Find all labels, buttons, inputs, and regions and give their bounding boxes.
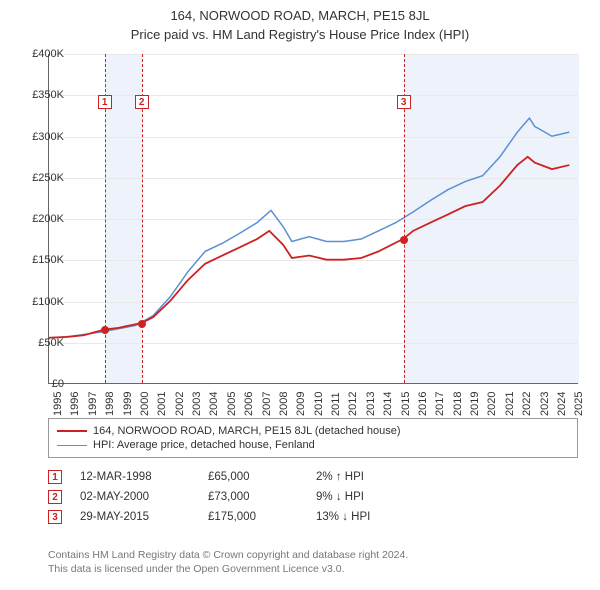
xtick-label: 2021 [504, 392, 516, 416]
sale-row-1: 1 12-MAR-1998 £65,000 2% ↑ HPI [48, 470, 578, 484]
xtick-label: 2011 [330, 392, 342, 416]
sale-price: £175,000 [208, 511, 298, 523]
sale-date: 29-MAY-2015 [80, 511, 190, 523]
xtick-label: 2008 [278, 392, 290, 416]
xtick-label: 2005 [226, 392, 238, 416]
xtick-label: 2010 [313, 392, 325, 416]
footer-attribution: Contains HM Land Registry data © Crown c… [48, 548, 578, 576]
ytick-label: £250K [32, 172, 64, 184]
sale-point-3 [400, 236, 408, 244]
ytick-label: £0 [52, 378, 64, 390]
xtick-label: 2015 [400, 392, 412, 416]
sale-price: £65,000 [208, 471, 298, 483]
xtick-label: 2000 [139, 392, 151, 416]
xtick-label: 1996 [69, 392, 81, 416]
xtick-label: 2004 [208, 392, 220, 416]
chart-title: 164, NORWOOD ROAD, MARCH, PE15 8JL [0, 0, 600, 23]
sale-diff: 9% ↓ HPI [316, 491, 436, 503]
xtick-label: 2014 [382, 392, 394, 416]
sale-tag: 1 [48, 470, 62, 484]
footer-line-2: This data is licensed under the Open Gov… [48, 562, 578, 576]
ytick-label: £200K [32, 213, 64, 225]
marker-tag-2: 2 [135, 95, 149, 109]
xtick-label: 2017 [434, 392, 446, 416]
ytick-label: £50K [38, 337, 64, 349]
xtick-label: 2003 [191, 392, 203, 416]
sale-price: £73,000 [208, 491, 298, 503]
xtick-label: 2001 [156, 392, 168, 416]
sales-table: 1 12-MAR-1998 £65,000 2% ↑ HPI 2 02-MAY-2000 £… [48, 464, 578, 530]
chart-subtitle: Price paid vs. HM Land Registry's House … [0, 23, 600, 42]
ytick-label: £100K [32, 296, 64, 308]
xtick-label: 1998 [104, 392, 116, 416]
legend-box: 164, NORWOOD ROAD, MARCH, PE15 8JL (deta… [48, 418, 578, 458]
ytick-label: £300K [32, 131, 64, 143]
sale-diff: 13% ↓ HPI [316, 511, 436, 523]
ytick-label: £150K [32, 254, 64, 266]
xtick-label: 2016 [417, 392, 429, 416]
xtick-label: 2018 [452, 392, 464, 416]
xtick-label: 2022 [521, 392, 533, 416]
ytick-label: £350K [32, 89, 64, 101]
xtick-label: 2006 [243, 392, 255, 416]
xtick-label: 2007 [261, 392, 273, 416]
sale-date: 12-MAR-1998 [80, 471, 190, 483]
ytick-label: £400K [32, 48, 64, 60]
xtick-label: 2025 [573, 392, 585, 416]
xtick-label: 2013 [365, 392, 377, 416]
xtick-label: 2020 [486, 392, 498, 416]
marker-tag-1: 1 [98, 95, 112, 109]
sale-point-1 [101, 326, 109, 334]
sale-row-2: 2 02-MAY-2000 £73,000 9% ↓ HPI [48, 490, 578, 504]
sale-row-3: 3 29-MAY-2015 £175,000 13% ↓ HPI [48, 510, 578, 524]
legend-label: 164, NORWOOD ROAD, MARCH, PE15 8JL (deta… [93, 425, 401, 437]
xtick-label: 1995 [52, 392, 64, 416]
legend-item-1: HPI: Average price, detached house, Fenl… [57, 439, 569, 451]
xtick-label: 2012 [347, 392, 359, 416]
legend-item-0: 164, NORWOOD ROAD, MARCH, PE15 8JL (deta… [57, 425, 569, 437]
xtick-label: 1997 [87, 392, 99, 416]
legend-label: HPI: Average price, detached house, Fenl… [93, 439, 315, 451]
sale-date: 02-MAY-2000 [80, 491, 190, 503]
xtick-label: 2019 [469, 392, 481, 416]
xtick-label: 2009 [295, 392, 307, 416]
sale-diff: 2% ↑ HPI [316, 471, 436, 483]
series-svg [49, 54, 578, 383]
series-hpi [49, 118, 569, 338]
xtick-label: 1999 [122, 392, 134, 416]
chart-plot-area: 1 2 3 [48, 54, 578, 384]
series-property [49, 157, 569, 338]
sale-tag: 3 [48, 510, 62, 524]
footer-line-1: Contains HM Land Registry data © Crown c… [48, 548, 578, 562]
legend-swatch [57, 430, 87, 432]
sale-point-2 [138, 320, 146, 328]
marker-tag-3: 3 [397, 95, 411, 109]
sale-tag: 2 [48, 490, 62, 504]
xtick-label: 2024 [556, 392, 568, 416]
xtick-label: 2002 [174, 392, 186, 416]
legend-swatch [57, 445, 87, 446]
xtick-label: 2023 [539, 392, 551, 416]
